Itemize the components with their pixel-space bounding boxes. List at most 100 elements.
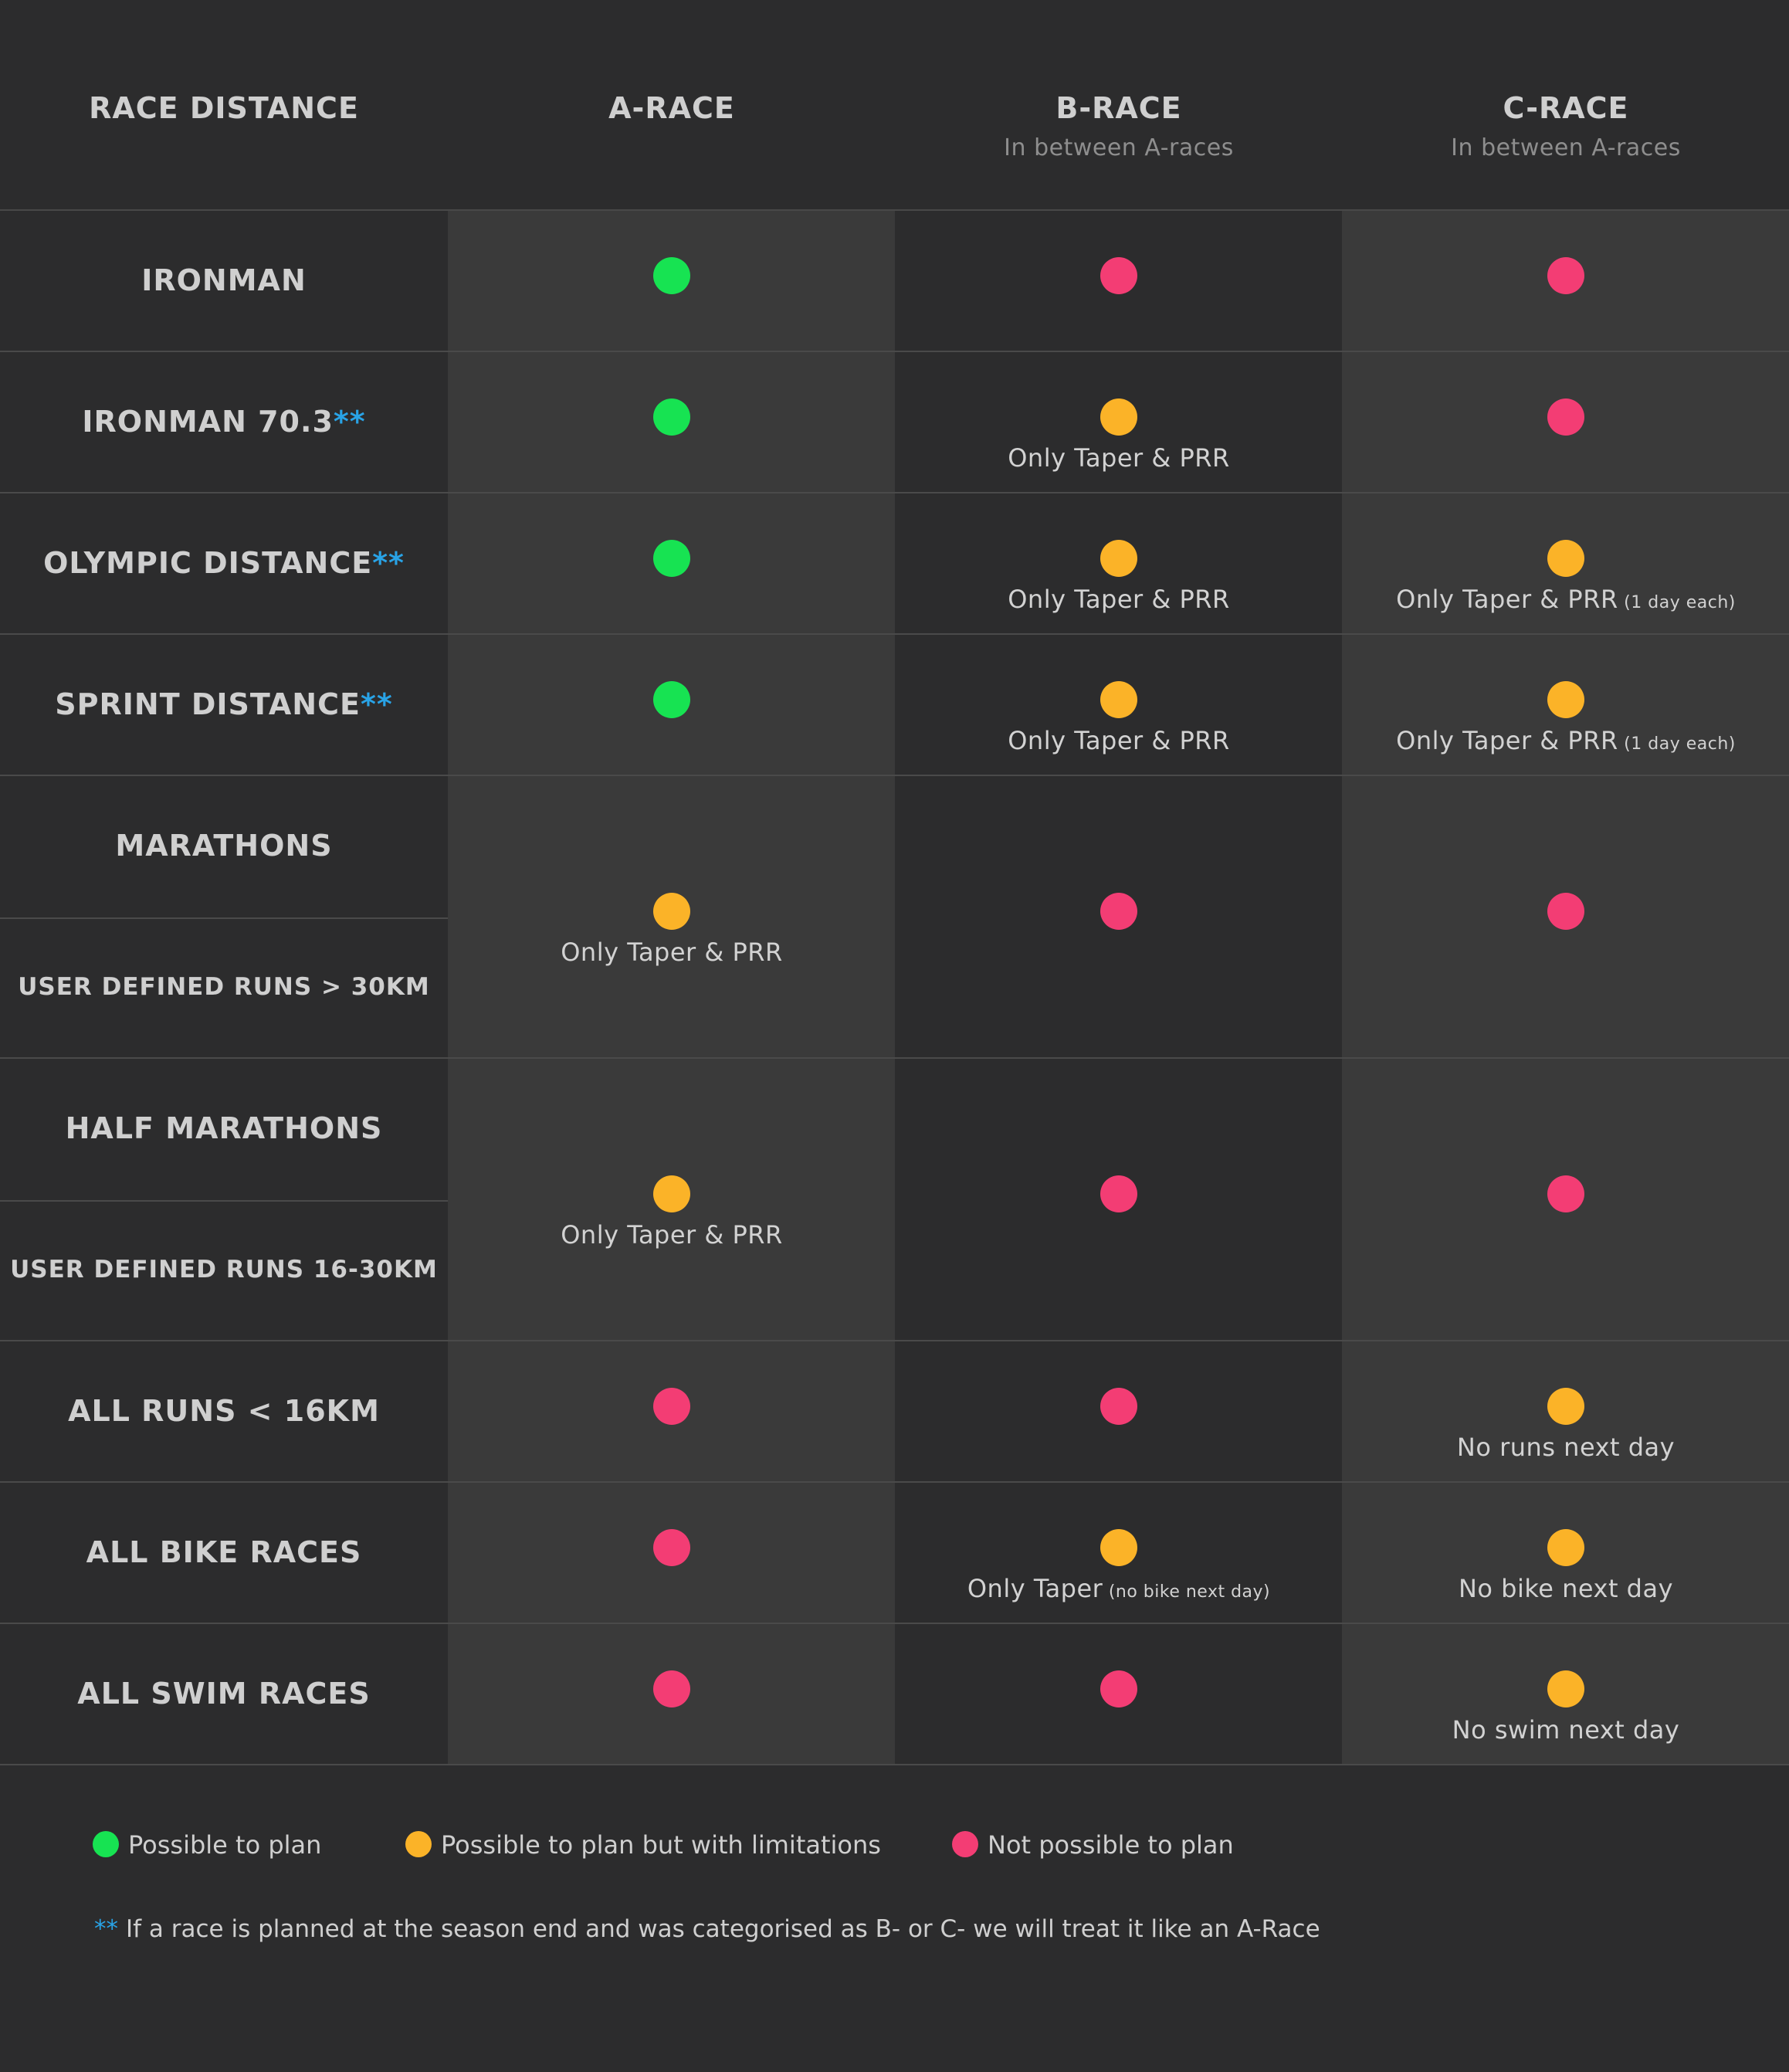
header-subtitle: In between A-races bbox=[1451, 134, 1681, 161]
status-note-detail: (no bike next day) bbox=[1103, 1582, 1271, 1602]
legend-item-not-possible: Not possible to plan bbox=[952, 1830, 1234, 1860]
yellow-dot-icon bbox=[405, 1831, 432, 1857]
header-title: C-RACE bbox=[1503, 91, 1629, 125]
status-note: Only Taper & PRR (1 day each) bbox=[1342, 726, 1789, 755]
status-cell bbox=[448, 1670, 896, 1711]
row-label-text: IRONMAN 70.3 bbox=[82, 404, 334, 439]
status-cell bbox=[448, 256, 896, 297]
status-note: No runs next day bbox=[1342, 1433, 1789, 1462]
status-cell: Only Taper (no bike next day) bbox=[895, 1528, 1343, 1603]
column-background bbox=[1342, 211, 1789, 1765]
green-dot-icon bbox=[653, 680, 690, 718]
row-label: IRONMAN bbox=[0, 263, 448, 297]
red-dot-icon bbox=[1547, 893, 1584, 930]
red-dot-icon bbox=[1100, 893, 1137, 930]
row-subdivider bbox=[0, 1200, 448, 1202]
status-cell: Only Taper & PRR bbox=[895, 398, 1343, 473]
status-cell: No bike next day bbox=[1342, 1528, 1789, 1603]
status-note: No bike next day bbox=[1342, 1574, 1789, 1603]
row-label-text: ALL SWIM RACES bbox=[77, 1676, 371, 1711]
header-race-distance: RACE DISTANCE bbox=[0, 91, 448, 127]
status-cell: Only Taper & PRR (1 day each) bbox=[1342, 680, 1789, 755]
status-cell bbox=[895, 893, 1343, 933]
legend-item-possible: Possible to plan bbox=[93, 1830, 321, 1860]
status-note-text: Only Taper & PRR bbox=[1008, 584, 1230, 614]
row-label-text: IRONMAN bbox=[141, 263, 307, 297]
yellow-dot-icon bbox=[1100, 398, 1137, 436]
yellow-dot-icon bbox=[1547, 1670, 1584, 1707]
status-note-text: Only Taper & PRR bbox=[1008, 443, 1230, 473]
status-note: No swim next day bbox=[1342, 1715, 1789, 1745]
legend-item-limited: Possible to plan but with limitations bbox=[405, 1830, 881, 1860]
row-label: IRONMAN 70.3** bbox=[0, 405, 448, 439]
status-note-text: No runs next day bbox=[1456, 1432, 1675, 1462]
status-cell bbox=[895, 1670, 1343, 1711]
row-sublabel: USER DEFINED RUNS > 30KM bbox=[18, 972, 430, 1001]
status-note: Only Taper & PRR (1 day each) bbox=[1342, 585, 1789, 614]
row-label-stars: ** bbox=[372, 545, 405, 580]
row-label-stars: ** bbox=[360, 687, 393, 721]
table-row: OLYMPIC DISTANCE** Only Taper & PRR Only T… bbox=[0, 493, 1789, 635]
green-dot-icon bbox=[653, 539, 690, 577]
red-dot-icon bbox=[1547, 1175, 1584, 1212]
status-note-text: Only Taper & PRR bbox=[1396, 584, 1618, 614]
red-dot-icon bbox=[1547, 256, 1584, 294]
status-note-text: Only Taper & PRR bbox=[1396, 725, 1618, 755]
status-cell bbox=[448, 539, 896, 580]
row-label: OLYMPIC DISTANCE** bbox=[0, 546, 448, 580]
row-label: ALL RUNS < 16KM bbox=[0, 1394, 448, 1428]
status-cell bbox=[1342, 893, 1789, 933]
status-cell bbox=[1342, 1175, 1789, 1216]
table-row: IRONMAN bbox=[0, 211, 1789, 352]
status-cell: Only Taper & PRR bbox=[895, 539, 1343, 614]
row-label-stars: ** bbox=[333, 404, 366, 439]
header-title: RACE DISTANCE bbox=[89, 91, 359, 125]
red-dot-icon bbox=[952, 1831, 978, 1857]
status-note-text: Only Taper & PRR bbox=[561, 1220, 783, 1250]
row-label: SPRINT DISTANCE** bbox=[0, 687, 448, 721]
status-note-text: No bike next day bbox=[1458, 1573, 1674, 1603]
status-cell bbox=[895, 256, 1343, 297]
yellow-dot-icon bbox=[1547, 1528, 1584, 1566]
status-note: Only Taper & PRR bbox=[448, 938, 896, 967]
yellow-dot-icon bbox=[1100, 680, 1137, 718]
status-cell: No swim next day bbox=[1342, 1670, 1789, 1745]
status-note: Only Taper & PRR bbox=[448, 1220, 896, 1250]
status-cell bbox=[448, 1528, 896, 1569]
green-dot-icon bbox=[653, 256, 690, 294]
status-note-text: Only Taper bbox=[967, 1573, 1103, 1603]
table-row: IRONMAN 70.3** Only Taper & PRR bbox=[0, 352, 1789, 493]
legend-label: Possible to plan bbox=[128, 1830, 322, 1860]
table-row: SPRINT DISTANCE** Only Taper & PRR Only Ta… bbox=[0, 635, 1789, 776]
status-cell bbox=[448, 1387, 896, 1428]
status-cell bbox=[895, 1175, 1343, 1216]
row-label: ALL BIKE RACES bbox=[0, 1535, 448, 1569]
legend-label: Not possible to plan bbox=[988, 1830, 1234, 1860]
red-dot-icon bbox=[653, 1528, 690, 1566]
status-cell bbox=[1342, 256, 1789, 297]
red-dot-icon bbox=[1100, 1175, 1137, 1212]
status-note-detail: (1 day each) bbox=[1618, 592, 1736, 612]
yellow-dot-icon bbox=[1547, 539, 1584, 577]
status-cell bbox=[448, 398, 896, 439]
row-label-text: OLYMPIC DISTANCE bbox=[43, 545, 373, 580]
footnote: ** If a race is planned at the season end… bbox=[94, 1915, 1320, 1943]
footnote-stars: ** bbox=[94, 1915, 118, 1943]
header-c-race: C-RACE In between A-races bbox=[1342, 91, 1789, 161]
status-note-detail: (1 day each) bbox=[1618, 734, 1736, 754]
header-title: B-RACE bbox=[1055, 91, 1182, 125]
row-label-text: ALL RUNS < 16KM bbox=[68, 1393, 380, 1428]
header-subtitle: In between A-races bbox=[1004, 134, 1234, 161]
red-dot-icon bbox=[1100, 256, 1137, 294]
yellow-dot-icon bbox=[653, 893, 690, 930]
header-title: A-RACE bbox=[608, 91, 735, 125]
status-cell bbox=[895, 1387, 1343, 1428]
red-dot-icon bbox=[1100, 1670, 1137, 1707]
header-a-race: A-RACE bbox=[448, 91, 896, 127]
yellow-dot-icon bbox=[1100, 539, 1137, 577]
row-label: HALF MARATHONS bbox=[65, 1111, 383, 1145]
status-cell: Only Taper & PRR bbox=[448, 1175, 896, 1250]
green-dot-icon bbox=[653, 398, 690, 436]
table-row: ALL RUNS < 16KM No runs next day bbox=[0, 1341, 1789, 1483]
